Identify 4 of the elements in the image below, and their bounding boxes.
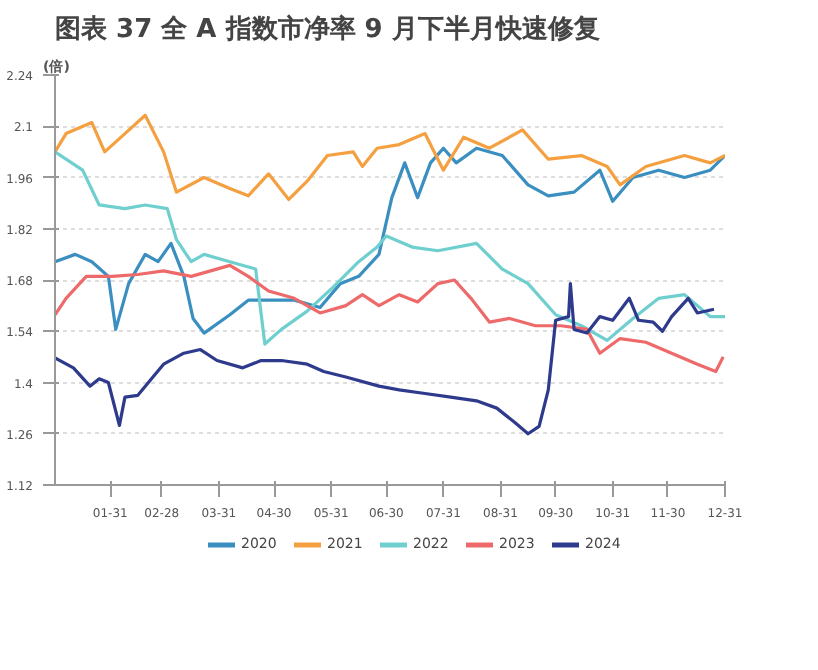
line-series [55, 263, 725, 374]
line-series [55, 282, 716, 436]
chart-title: 图表 37 全 A 指数市净率 9 月下半月快速修复 [55, 13, 600, 45]
line-series [55, 113, 725, 202]
